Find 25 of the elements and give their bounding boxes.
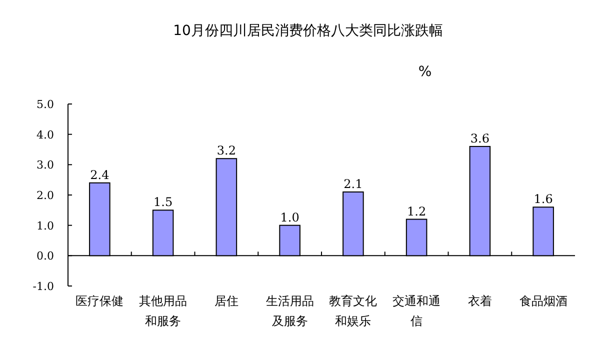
data-label: 1.5	[154, 195, 173, 210]
x-tick-label: 生活用品及服务	[266, 294, 314, 328]
data-label: 2.1	[344, 176, 363, 191]
x-tick-label: 其他用品和服务	[139, 294, 188, 328]
data-label: 1.6	[534, 192, 553, 206]
y-tick-label: 4.0	[36, 128, 54, 142]
y-tick-label: 2.0	[36, 189, 54, 202]
x-tick-label: 医疗保健	[76, 294, 124, 308]
data-label: 3.6	[470, 131, 490, 146]
x-tick-label: 居住	[214, 294, 238, 308]
data-label: 2.4	[90, 168, 110, 182]
y-tick-label: 3.0	[36, 158, 54, 172]
y-tick-label: 1.0	[36, 219, 54, 232]
data-label: 3.2	[216, 144, 236, 158]
x-tick-label: 教育文化和娱乐	[329, 294, 378, 328]
x-tick-label: 衣着	[468, 294, 492, 308]
data-label: 1.0	[280, 210, 300, 224]
x-tick-label: 交通和通信	[392, 294, 441, 328]
data-label: 1.2	[407, 204, 426, 218]
chart-title: 10月份四川居民消费价格八大类同比涨跌幅	[173, 23, 443, 39]
x-tick-label: 食品烟酒	[519, 294, 568, 308]
y-axis-title: %	[418, 64, 432, 80]
y-tick-label: 0.0	[36, 250, 54, 263]
y-tick-label: 5.0	[36, 98, 54, 111]
y-tick-label: -1.0	[32, 280, 54, 293]
